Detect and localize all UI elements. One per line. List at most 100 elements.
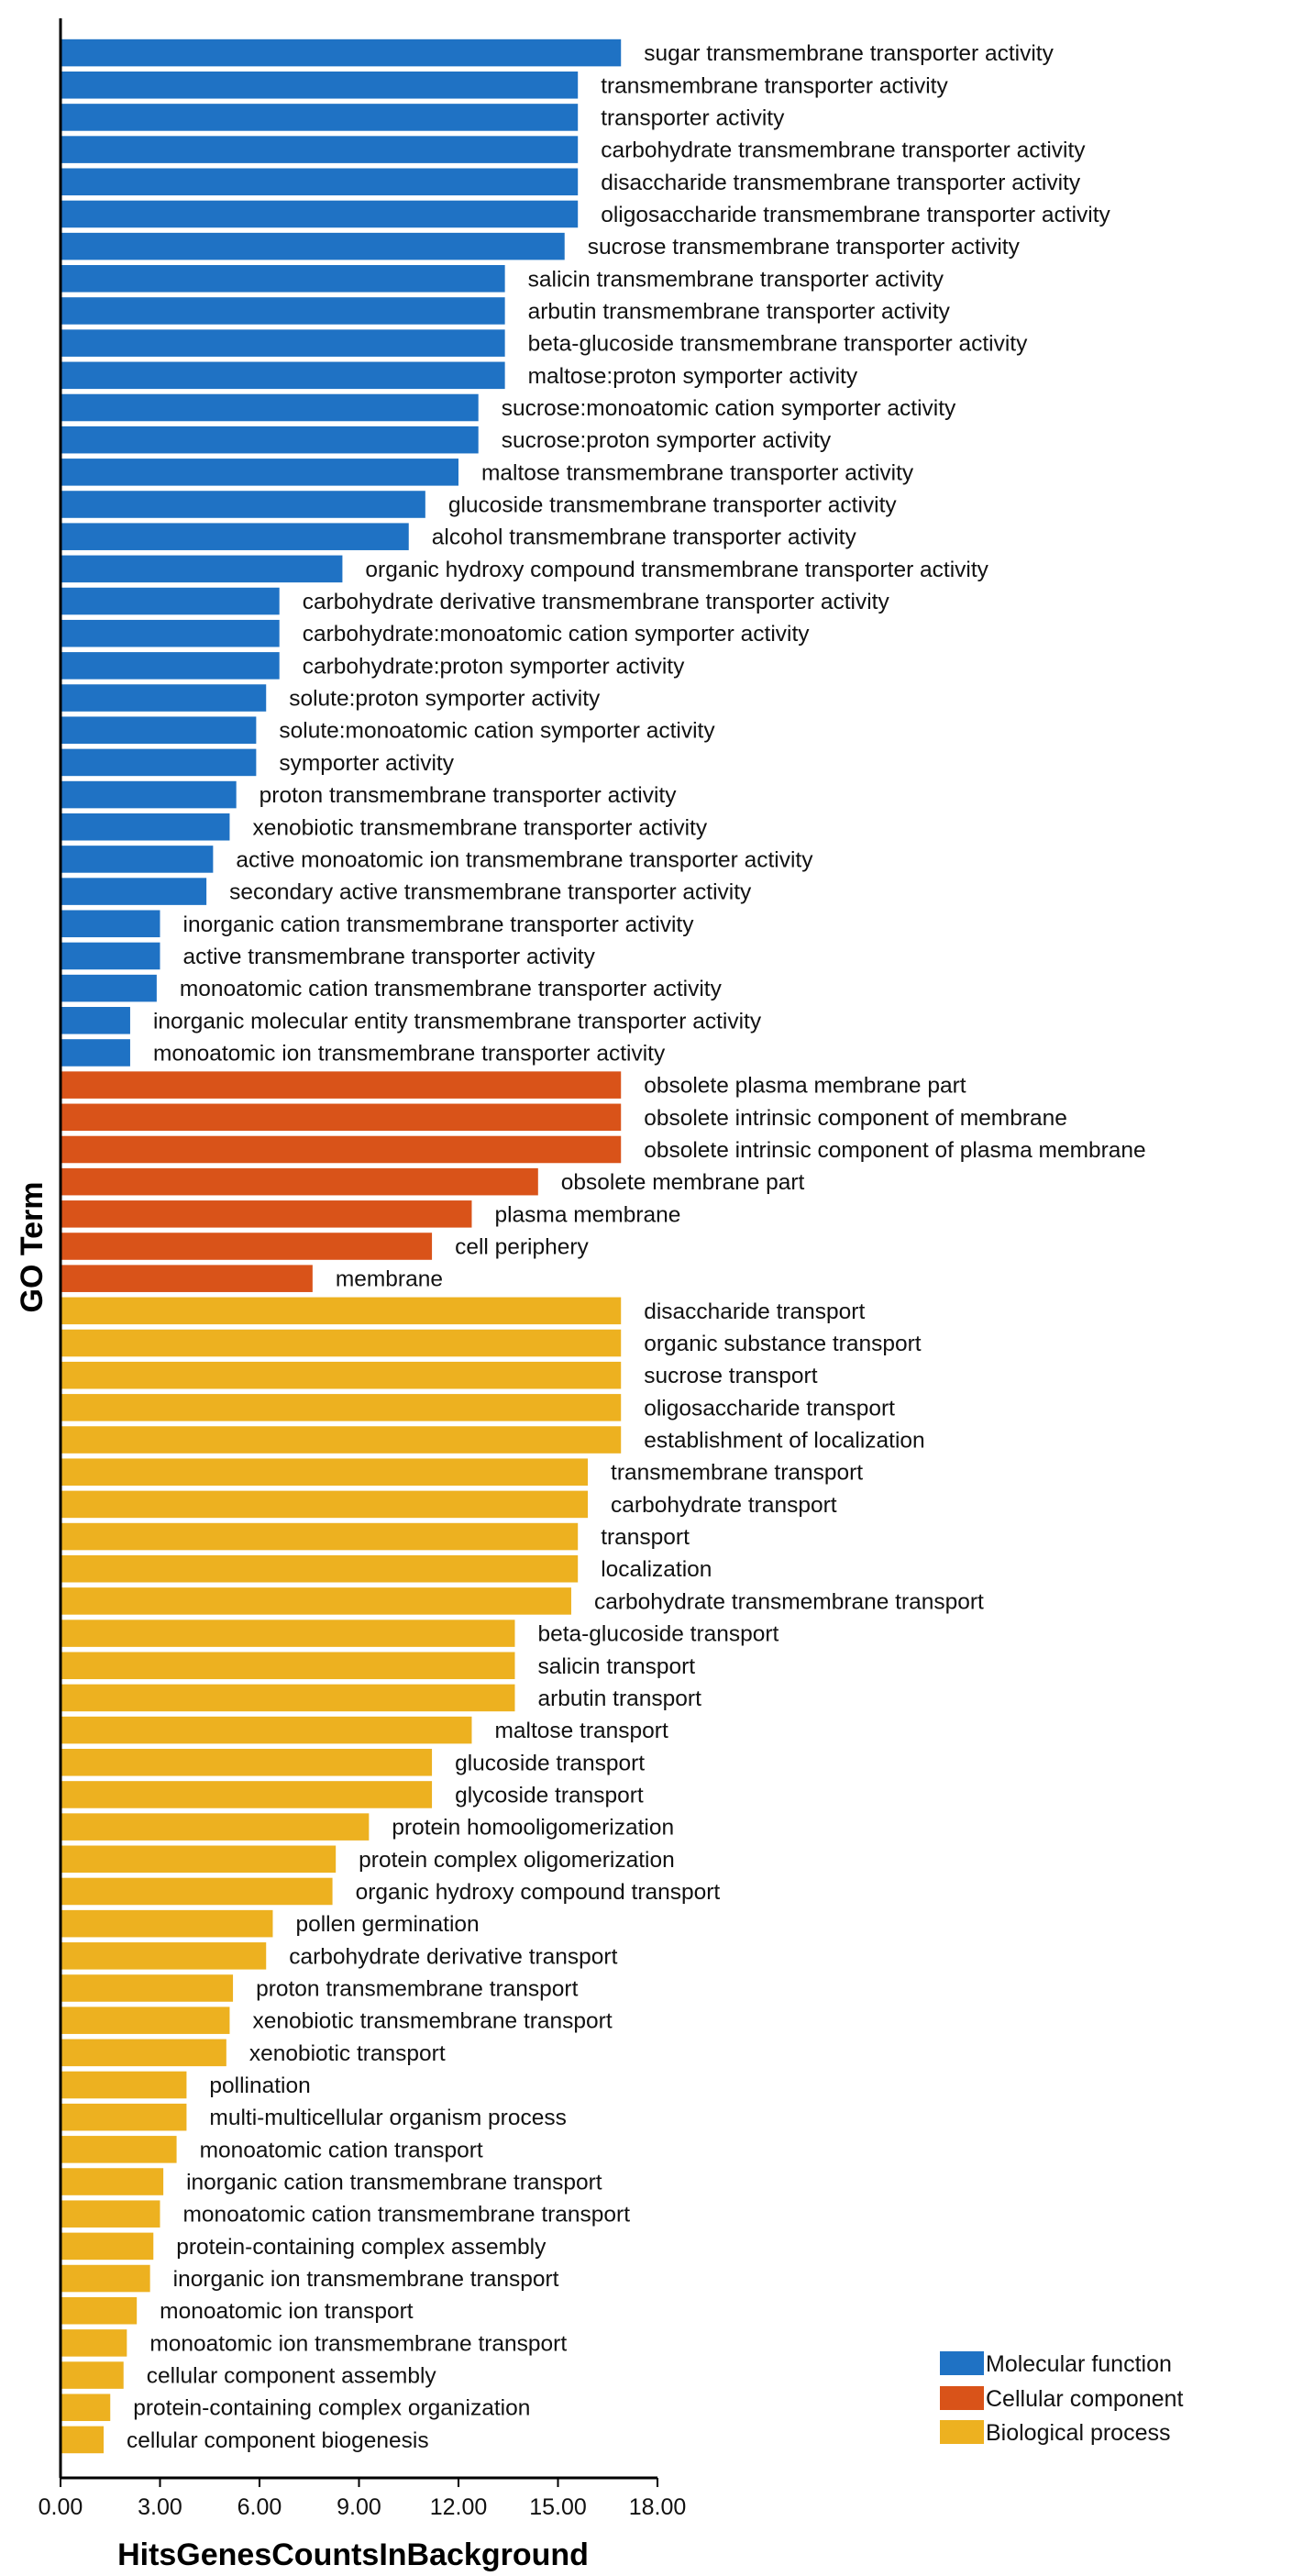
bar-protein-homooligomerization	[61, 1813, 370, 1841]
bar-glucoside-transport	[61, 1749, 433, 1776]
x-tick-label: 15.00	[529, 2494, 587, 2520]
bar-obsolete-intrinsic-component-of-plasma-membrane	[61, 1135, 622, 1164]
bar-proton-transmembrane-transporter-activity	[61, 780, 237, 809]
term-label-transporter-activity: transporter activity	[601, 105, 785, 130]
bar-organic-hydroxy-compound-transmembrane-transporter-activity	[61, 555, 343, 583]
term-label-carbohydrate-transmembrane-transporter-activity: carbohydrate transmembrane transporter a…	[601, 138, 1086, 163]
term-label-maltose-transport: maltose transport	[494, 1719, 668, 1743]
bar-disaccharide-transmembrane-transporter-activity	[61, 168, 579, 196]
bar-salicin-transport	[61, 1652, 515, 1680]
term-label-salicin-transport: salicin transport	[537, 1654, 695, 1679]
bar-beta-glucoside-transport	[61, 1620, 515, 1647]
term-label-disaccharide-transport: disaccharide transport	[644, 1299, 865, 1324]
bar-multi-multicellular-organism-process	[61, 2103, 187, 2131]
term-label-carbohydrate-derivative-transport: carbohydrate derivative transport	[289, 1944, 617, 1969]
bar-monoatomic-ion-transmembrane-transporter-activity	[61, 1039, 130, 1067]
x-tick-label: 12.00	[430, 2494, 488, 2520]
term-label-protein-containing-complex-assembly: protein-containing complex assembly	[176, 2235, 547, 2260]
legend-label-molecular-function: Molecular function	[986, 2351, 1172, 2377]
term-labels-group: sugar transmembrane transporter activity…	[127, 41, 1146, 2453]
bar-protein-containing-complex-assembly	[61, 2232, 154, 2261]
legend-swatch-molecular-function	[940, 2351, 984, 2375]
term-label-membrane: membrane	[336, 1267, 443, 1292]
bar-carbohydrate-derivative-transmembrane-transporter-activity	[61, 587, 280, 615]
term-label-glucoside-transport: glucoside transport	[455, 1751, 645, 1775]
term-label-active-transmembrane-transporter-activity: active transmembrane transporter activit…	[183, 945, 596, 969]
bar-xenobiotic-transmembrane-transport	[61, 2007, 230, 2034]
legend-label-cellular-component: Cellular component	[986, 2386, 1183, 2412]
term-label-monoatomic-cation-transmembrane-transporter-activity: monoatomic cation transmembrane transpor…	[180, 977, 723, 1001]
y-axis-title: GO Term	[15, 1182, 50, 1313]
bar-glucoside-transmembrane-transporter-activity	[61, 491, 425, 518]
term-label-proton-transmembrane-transporter-activity: proton transmembrane transporter activit…	[260, 783, 678, 808]
bar-active-transmembrane-transporter-activity	[61, 942, 160, 970]
term-label-oligosaccharide-transmembrane-transporter-activity: oligosaccharide transmembrane transporte…	[601, 203, 1110, 227]
bar-oligosaccharide-transmembrane-transporter-activity	[61, 200, 579, 228]
term-label-sucrose-monoatomic-cation-symporter-activity: sucrose:monoatomic cation symporter acti…	[502, 396, 956, 421]
bar-disaccharide-transport	[61, 1297, 622, 1325]
term-label-multi-multicellular-organism-process: multi-multicellular organism process	[209, 2106, 566, 2130]
legend-swatch-cellular-component	[940, 2386, 984, 2410]
x-axis-title: HitsGenesCountsInBackground	[117, 2537, 589, 2572]
term-label-transmembrane-transport: transmembrane transport	[611, 1461, 863, 1486]
term-label-transport: transport	[601, 1525, 690, 1550]
bar-sucrose-monoatomic-cation-symporter-activity	[61, 393, 479, 422]
bar-maltose-transport	[61, 1716, 472, 1744]
term-label-protein-complex-oligomerization: protein complex oligomerization	[359, 1848, 675, 1873]
term-label-inorganic-cation-transmembrane-transport: inorganic cation transmembrane transport	[186, 2171, 602, 2195]
bar-sucrose-proton-symporter-activity	[61, 426, 479, 454]
term-label-obsolete-intrinsic-component-of-plasma-membrane: obsolete intrinsic component of plasma m…	[644, 1138, 1145, 1163]
bar-arbutin-transport	[61, 1684, 515, 1712]
bar-monoatomic-cation-transmembrane-transport	[61, 2200, 160, 2228]
term-label-beta-glucoside-transmembrane-transporter-activity: beta-glucoside transmembrane transporter…	[528, 332, 1028, 357]
term-label-symporter-activity: symporter activity	[279, 751, 454, 776]
bar-sucrose-transport	[61, 1361, 622, 1389]
term-label-organic-substance-transport: organic substance transport	[644, 1332, 922, 1356]
term-label-cell-periphery: cell periphery	[455, 1235, 589, 1260]
term-label-solute-monoatomic-cation-symporter-activity: solute:monoatomic cation symporter activ…	[279, 719, 715, 744]
term-label-monoatomic-ion-transmembrane-transport: monoatomic ion transmembrane transport	[149, 2331, 567, 2356]
bar-membrane	[61, 1265, 313, 1292]
term-label-salicin-transmembrane-transporter-activity: salicin transmembrane transporter activi…	[528, 267, 944, 292]
term-label-arbutin-transport: arbutin transport	[537, 1686, 701, 1711]
x-tick-label: 9.00	[337, 2494, 381, 2520]
term-label-carbohydrate-derivative-transmembrane-transporter-activity: carbohydrate derivative transmembrane tr…	[303, 590, 890, 614]
term-label-maltose-proton-symporter-activity: maltose:proton symporter activity	[528, 364, 858, 389]
bar-organic-substance-transport	[61, 1329, 622, 1357]
term-label-solute-proton-symporter-activity: solute:proton symporter activity	[289, 687, 601, 712]
term-label-inorganic-ion-transmembrane-transport: inorganic ion transmembrane transport	[173, 2267, 559, 2292]
bar-cell-periphery	[61, 1233, 433, 1260]
bar-sugar-transmembrane-transporter-activity	[61, 39, 622, 67]
term-label-sucrose-transmembrane-transporter-activity: sucrose transmembrane transporter activi…	[588, 235, 1021, 260]
bar-beta-glucoside-transmembrane-transporter-activity	[61, 329, 505, 357]
x-tick-label: 6.00	[237, 2494, 282, 2520]
bar-sucrose-transmembrane-transporter-activity	[61, 232, 565, 260]
bar-protein-complex-oligomerization	[61, 1845, 337, 1874]
bar-arbutin-transmembrane-transporter-activity	[61, 297, 505, 325]
bar-establishment-of-localization	[61, 1426, 622, 1454]
term-label-active-monoatomic-ion-transmembrane-transporter-activity: active monoatomic ion transmembrane tran…	[236, 847, 813, 872]
legend: Molecular function Cellular component Biol…	[940, 2351, 1183, 2446]
legend-swatch-biological-process	[940, 2420, 984, 2444]
term-label-oligosaccharide-transport: oligosaccharide transport	[644, 1396, 895, 1421]
term-label-transmembrane-transporter-activity: transmembrane transporter activity	[601, 73, 948, 98]
bar-obsolete-plasma-membrane-part	[61, 1071, 622, 1099]
term-label-organic-hydroxy-compound-transmembrane-transporter-activity: organic hydroxy compound transmembrane t…	[365, 558, 988, 582]
term-label-monoatomic-ion-transport: monoatomic ion transport	[160, 2299, 414, 2324]
legend-label-biological-process: Biological process	[986, 2420, 1171, 2446]
bar-secondary-active-transmembrane-transporter-activity	[61, 878, 207, 905]
bar-obsolete-intrinsic-component-of-membrane	[61, 1103, 622, 1132]
bar-oligosaccharide-transport	[61, 1394, 622, 1421]
term-label-beta-glucoside-transport: beta-glucoside transport	[537, 1622, 779, 1647]
term-label-obsolete-intrinsic-component-of-membrane: obsolete intrinsic component of membrane	[644, 1106, 1067, 1131]
bar-obsolete-membrane-part	[61, 1167, 538, 1196]
bar-transmembrane-transporter-activity	[61, 71, 579, 99]
term-label-monoatomic-cation-transmembrane-transport: monoatomic cation transmembrane transpor…	[183, 2203, 631, 2228]
term-label-inorganic-cation-transmembrane-transporter-activity: inorganic cation transmembrane transport…	[183, 912, 695, 937]
x-tick-label: 18.00	[629, 2494, 687, 2520]
term-label-disaccharide-transmembrane-transporter-activity: disaccharide transmembrane transporter a…	[601, 171, 1081, 195]
bar-pollen-germination	[61, 1909, 273, 1938]
bar-xenobiotic-transmembrane-transporter-activity	[61, 813, 230, 841]
bar-carbohydrate-transport	[61, 1490, 589, 1519]
term-label-carbohydrate-transport: carbohydrate transport	[611, 1493, 837, 1518]
